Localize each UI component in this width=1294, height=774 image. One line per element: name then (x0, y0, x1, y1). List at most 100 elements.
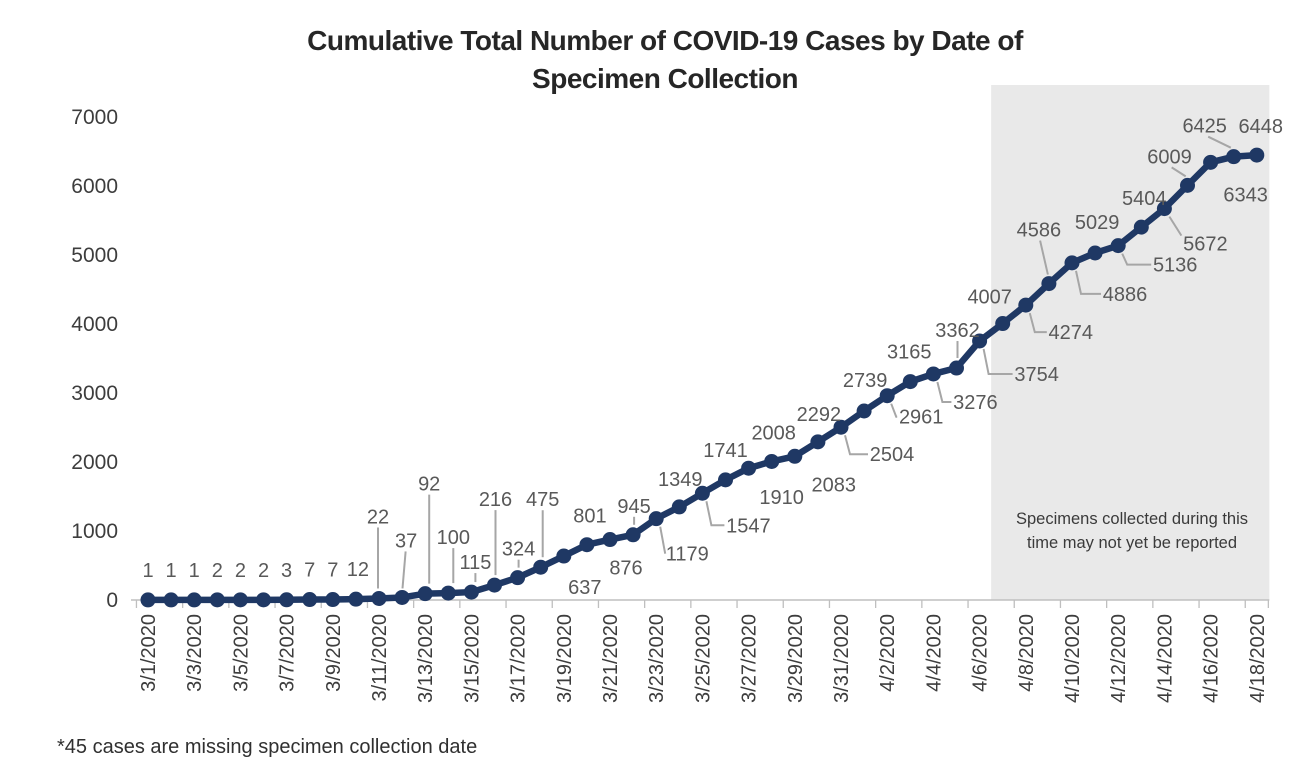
data-label: 3754 (1014, 364, 1059, 386)
data-point (510, 570, 526, 586)
data-point (302, 592, 318, 608)
data-point (995, 316, 1011, 332)
data-point (1180, 177, 1195, 193)
data-label: 92 (418, 474, 440, 496)
data-label: 2 (212, 560, 223, 582)
data-point (925, 366, 941, 382)
data-label: 2083 (812, 474, 857, 496)
leader-line (1168, 216, 1183, 237)
data-label: 3276 (953, 392, 998, 414)
y-tick-label: 1000 (71, 520, 118, 543)
data-label: 876 (609, 558, 642, 580)
data-point (625, 527, 641, 543)
data-label: 6448 (1239, 116, 1284, 138)
data-point (741, 460, 757, 476)
data-label: 12 (347, 559, 369, 581)
x-tick-label: 3/17/2020 (508, 614, 530, 703)
data-point (1249, 147, 1265, 163)
x-tick-label: 3/31/2020 (831, 614, 853, 703)
leader-line (890, 403, 898, 418)
data-label: 637 (568, 577, 601, 599)
data-point (463, 584, 479, 600)
x-tick-label: 4/2/2020 (877, 614, 899, 692)
data-label: 475 (526, 489, 559, 511)
x-tick-label: 3/1/2020 (138, 614, 160, 692)
data-point (1018, 297, 1034, 313)
data-point (394, 589, 410, 605)
data-label: 22 (367, 506, 389, 528)
data-label: 1 (189, 560, 200, 582)
data-point (1110, 238, 1126, 254)
leader-line (1121, 253, 1152, 266)
data-point (648, 511, 664, 527)
data-label: 1 (142, 560, 153, 582)
data-point (140, 592, 156, 608)
x-tick-label: 3/25/2020 (692, 614, 714, 703)
data-label: 324 (502, 539, 535, 561)
leader-line (401, 551, 407, 589)
data-label: 115 (459, 552, 491, 574)
data-label: 6343 (1223, 184, 1268, 206)
data-point (348, 591, 364, 607)
x-tick-label: 3/27/2020 (739, 614, 761, 703)
x-tick-label: 4/14/2020 (1154, 614, 1176, 703)
data-point (1226, 149, 1242, 165)
chart-title: Cumulative Total Number of COVID-19 Case… (100, 22, 1230, 98)
data-point (209, 592, 225, 608)
data-point (1203, 154, 1219, 170)
data-point (1156, 201, 1172, 217)
data-point (879, 388, 895, 404)
data-label: 4007 (967, 287, 1012, 309)
data-point (1133, 219, 1149, 235)
y-tick-label: 5000 (71, 244, 118, 267)
data-point (325, 592, 341, 608)
x-tick-label: 3/3/2020 (184, 614, 206, 692)
data-label: 6009 (1147, 146, 1192, 168)
data-label: 5136 (1153, 255, 1198, 277)
data-point (856, 403, 872, 419)
leader-line (1028, 312, 1047, 334)
data-label: 2504 (870, 444, 915, 466)
data-label: 2 (235, 560, 246, 582)
x-tick-label: 3/21/2020 (600, 614, 622, 703)
y-tick-label: 7000 (71, 106, 118, 129)
data-point (1064, 255, 1080, 271)
data-point (556, 548, 572, 564)
leader-line (844, 434, 868, 456)
data-point (533, 559, 549, 575)
data-point (256, 592, 271, 608)
leader-line (1039, 240, 1049, 275)
data-label: 2292 (797, 404, 842, 426)
leader-line (1171, 166, 1187, 178)
x-tick-label: 3/23/2020 (646, 614, 668, 703)
data-point (718, 472, 733, 488)
chart-title-line2: Specimen Collection (532, 63, 798, 94)
x-tick-label: 3/9/2020 (323, 614, 345, 692)
chart-title-line1: Cumulative Total Number of COVID-19 Case… (307, 25, 1023, 56)
data-label: 1179 (666, 544, 709, 566)
data-point (579, 537, 595, 553)
data-label: 216 (479, 489, 512, 511)
data-label: 2008 (751, 422, 796, 444)
data-point (1087, 245, 1103, 261)
data-label: 100 (437, 527, 470, 549)
data-point (787, 448, 803, 464)
data-label: 1547 (726, 515, 771, 537)
y-tick-label: 2000 (71, 451, 118, 474)
data-label: 7 (327, 560, 338, 582)
y-tick-label: 6000 (71, 175, 118, 198)
data-point (1041, 276, 1057, 292)
data-label: 1349 (658, 469, 703, 491)
leader-line (705, 501, 725, 527)
data-point (232, 592, 248, 608)
data-label: 7 (304, 560, 315, 582)
data-point (810, 434, 826, 450)
data-point (602, 532, 618, 548)
leader-line (936, 381, 952, 403)
data-point (440, 585, 456, 601)
data-label: 37 (395, 530, 417, 552)
x-tick-label: 3/7/2020 (277, 614, 299, 692)
data-point (279, 592, 295, 608)
